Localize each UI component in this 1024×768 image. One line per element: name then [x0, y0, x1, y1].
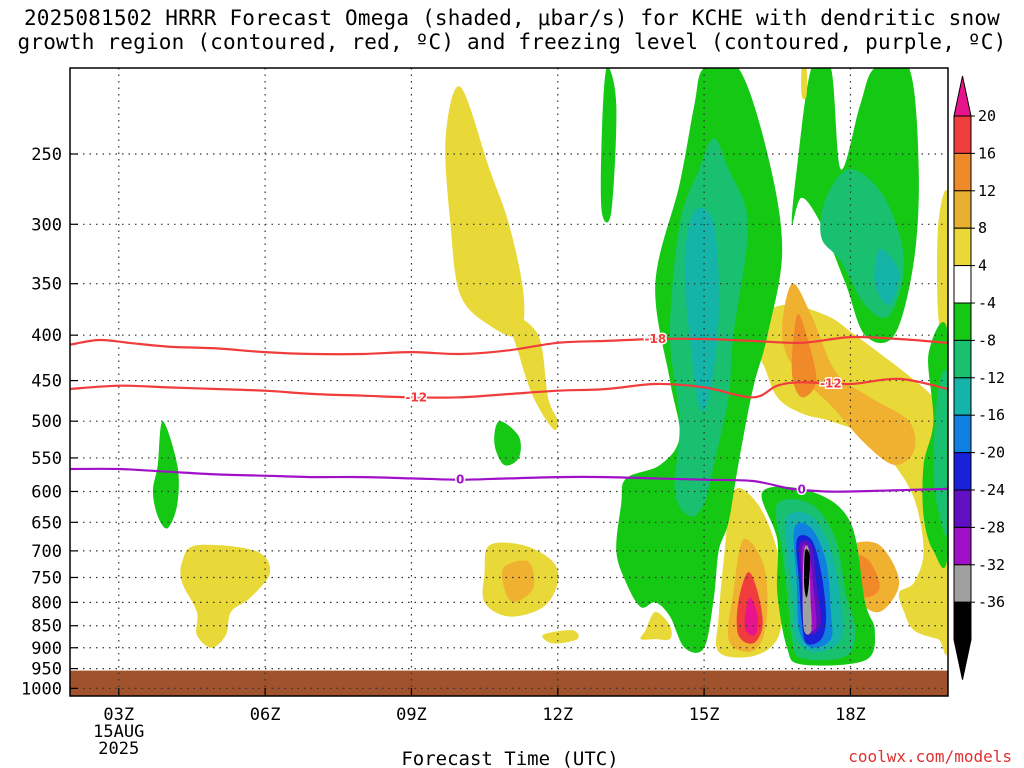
omega-region	[801, 68, 808, 100]
omega-region	[152, 421, 179, 529]
omega-region	[742, 304, 948, 656]
y-tick-label: 650	[31, 513, 62, 533]
y-tick-label: 850	[31, 617, 62, 637]
contour-labels: -18 -12 -12 0 0	[404, 331, 843, 499]
colorbar-swatch	[953, 377, 972, 416]
y-tick-label: 900	[31, 639, 62, 659]
omega-region	[501, 560, 535, 603]
colorbar-bottom-arrow	[953, 639, 972, 680]
x-axis-label: Forecast Time (UTC)	[401, 748, 618, 768]
grid-lines	[70, 68, 948, 696]
x-tick-label: 18Z	[835, 705, 866, 725]
colorbar-swatch	[953, 564, 972, 603]
omega-region	[542, 630, 579, 644]
colorbar-label: -8	[978, 331, 996, 349]
omega-region	[791, 313, 817, 398]
colorbar-label: -24	[978, 481, 1005, 499]
colorbar-label: -28	[978, 518, 1005, 536]
y-tick-label: 250	[31, 145, 62, 165]
colorbar-label: 20	[978, 107, 996, 125]
colorbar-label: 16	[978, 144, 996, 162]
colorbar-label: -32	[978, 556, 1005, 574]
colorbar-swatch	[953, 414, 972, 454]
omega-region	[600, 68, 617, 223]
colorbar-swatch	[953, 489, 972, 528]
y-tick-label: 450	[31, 372, 62, 392]
contour-label: -18	[644, 332, 666, 346]
colorbar-label: 4	[978, 257, 987, 275]
colorbar-swatch	[953, 227, 972, 267]
chart-title: 2025081502 HRRR Forecast Omega (shaded, …	[0, 6, 1024, 54]
y-tick-label: 500	[31, 412, 62, 432]
x-tick-label: 06Z	[250, 705, 281, 725]
omega-region	[508, 314, 558, 431]
omega-region	[180, 544, 271, 648]
omega-shading	[152, 68, 948, 666]
omega-region	[937, 190, 948, 360]
omega-region	[445, 86, 525, 337]
omega-region	[933, 369, 948, 536]
y-axis-ticks: 2503003504004505005506006507007508008509…	[21, 145, 78, 699]
colorbar-label: 8	[978, 219, 987, 237]
ground-surface	[70, 670, 948, 696]
contour-label: 0	[456, 473, 464, 487]
colorbar: 20 16 12 8 4 -4 -8 -12 -16 -20 -24 -28 -32 -36	[953, 75, 1005, 680]
colorbar-swatch	[953, 339, 972, 379]
colorbar-swatch	[953, 601, 972, 641]
colorbar-label: -12	[978, 369, 1005, 387]
y-tick-label: 600	[31, 482, 62, 502]
contour-label: -12	[820, 376, 842, 390]
y-tick-label: 700	[31, 542, 62, 562]
omega-region	[744, 597, 759, 636]
colorbar-swatch	[953, 265, 972, 304]
omega-region	[494, 421, 521, 466]
colorbar-swatch	[953, 526, 972, 566]
colorbar-top-arrow	[953, 75, 972, 117]
colorbar-label: -20	[978, 444, 1005, 462]
y-tick-label: 1000	[21, 679, 62, 699]
x-tick-label: 15Z	[689, 705, 720, 725]
x-tick-year: 2025	[98, 739, 139, 759]
colorbar-swatch	[953, 302, 972, 341]
colorbar-label: -4	[978, 294, 996, 312]
y-tick-label: 400	[31, 326, 62, 346]
y-tick-label: 300	[31, 215, 62, 235]
credit-link[interactable]: coolwx.com/models	[848, 747, 1012, 766]
title-line-2: growth region (contoured, red, ºC) and f…	[17, 30, 1007, 54]
colorbar-label: -36	[978, 593, 1005, 611]
colorbar-label: 12	[978, 182, 996, 200]
contour-line	[70, 467, 948, 493]
y-tick-label: 750	[31, 568, 62, 588]
omega-region	[804, 549, 811, 598]
y-tick-label: 350	[31, 275, 62, 295]
x-tick-label: 09Z	[396, 705, 427, 725]
colorbar-swatch	[953, 452, 972, 491]
title-line-1: 2025081502 HRRR Forecast Omega (shaded, …	[23, 6, 1001, 30]
y-tick-label: 800	[31, 593, 62, 613]
colorbar-label: -16	[978, 406, 1005, 424]
contour-label: -12	[405, 390, 427, 404]
plot-frame	[69, 67, 949, 697]
omega-region	[782, 283, 916, 466]
contour-label: 0	[797, 483, 805, 497]
x-tick-date: 15AUG	[93, 722, 144, 742]
colorbar-swatch	[953, 115, 972, 154]
contour-line	[70, 377, 948, 399]
contour-line	[70, 335, 948, 356]
contour-lines	[70, 335, 948, 493]
omega-region	[874, 249, 900, 306]
y-tick-label: 950	[31, 660, 62, 680]
colorbar-swatch	[953, 190, 972, 229]
omega-region	[684, 208, 719, 412]
y-tick-label: 550	[31, 449, 62, 469]
x-tick-label: 03Z	[103, 705, 134, 725]
colorbar-swatch	[953, 152, 972, 192]
x-tick-label: 12Z	[542, 705, 573, 725]
